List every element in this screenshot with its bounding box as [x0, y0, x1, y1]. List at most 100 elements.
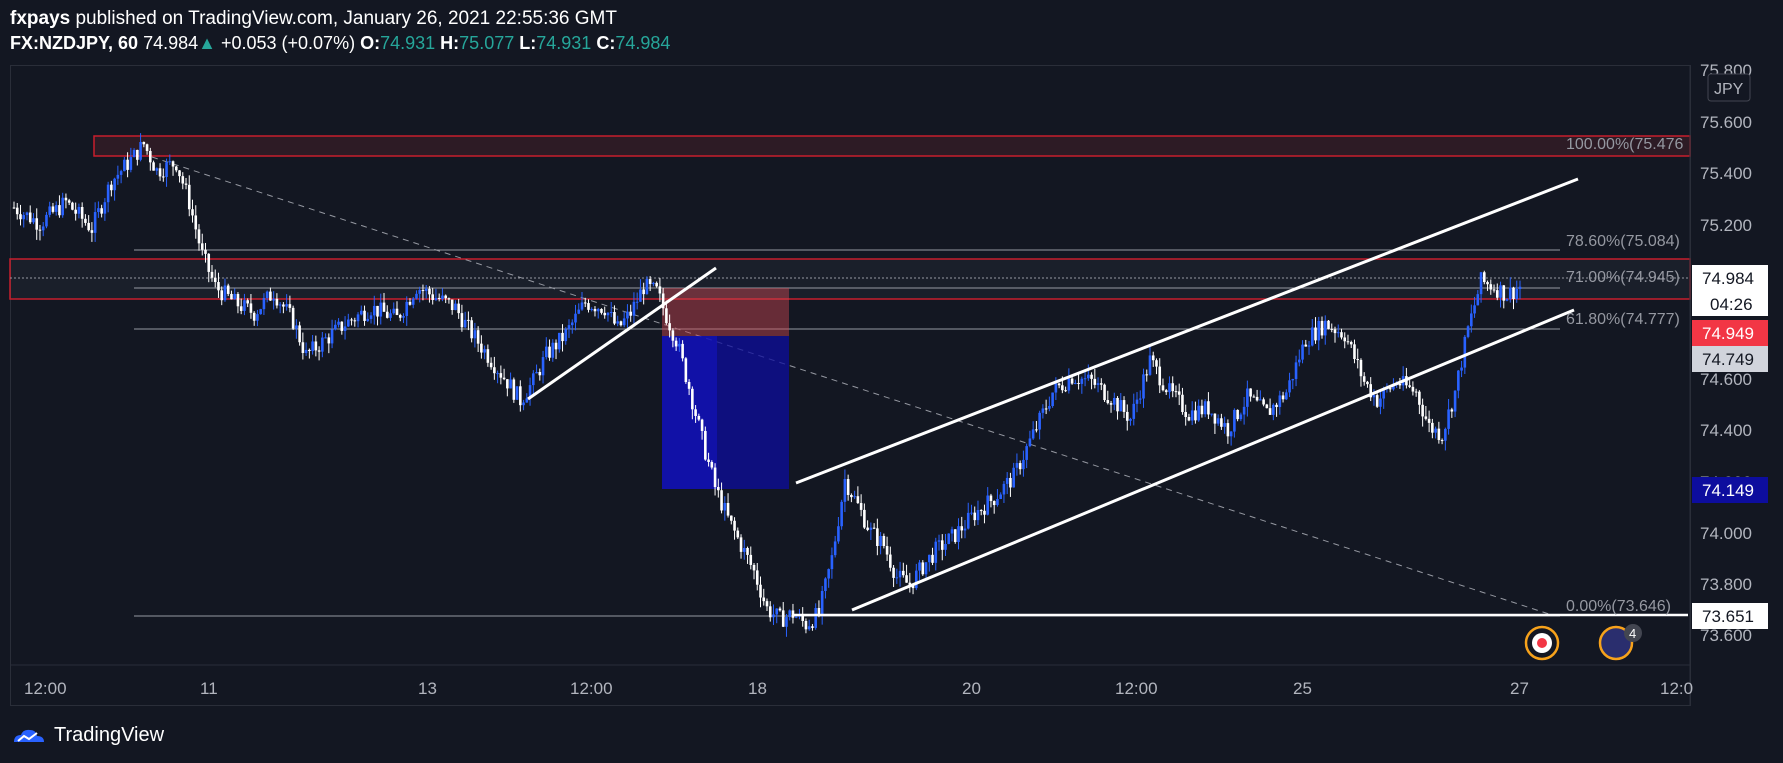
candle-body: [343, 326, 347, 331]
candle-body: [64, 197, 68, 201]
candle-body: [1336, 332, 1340, 334]
candle-body: [720, 490, 723, 511]
tradingview-logo[interactable]: TradingView: [10, 724, 164, 747]
supply-zone[interactable]: [93, 135, 1691, 157]
candle-body: [889, 554, 892, 568]
time-tick: 25: [1293, 679, 1312, 698]
stop-loss-zone[interactable]: [662, 288, 789, 336]
candle-body: [295, 325, 298, 329]
candle-body: [554, 342, 558, 350]
candle-body: [486, 349, 490, 363]
time-tick: 12:0: [1660, 679, 1693, 698]
candle-body: [51, 206, 55, 212]
candle-body: [801, 614, 805, 621]
drawing-layer: [9, 135, 1691, 617]
candle-body: [347, 319, 350, 327]
candle-body: [966, 512, 970, 529]
candle-body: [1031, 429, 1035, 439]
candle-body: [869, 527, 873, 530]
candle-body: [1343, 337, 1347, 342]
time-tick: 12:00: [1115, 679, 1158, 698]
currency-button[interactable]: [1707, 73, 1751, 102]
time-tick: 12:00: [570, 679, 613, 698]
candle-body: [687, 382, 691, 389]
candle-body: [876, 528, 879, 547]
candle-body: [1327, 320, 1330, 329]
red-price-badge: [1692, 320, 1768, 346]
candle-body: [694, 409, 697, 416]
candle-body: [1226, 423, 1230, 437]
candle-body: [587, 303, 590, 310]
candle-body: [418, 290, 422, 294]
candle-body: [704, 430, 707, 460]
candle-body: [772, 614, 775, 618]
candle-body: [1096, 383, 1100, 385]
candle-body: [356, 314, 360, 322]
fib-label-618: 61.80%(74.777): [1566, 311, 1680, 328]
candle-body: [525, 398, 529, 403]
candle-body: [729, 515, 733, 521]
candle-body: [1466, 326, 1470, 337]
candle-body: [1424, 416, 1428, 419]
candle-body: [739, 537, 743, 552]
news-event-icon[interactable]: [1598, 625, 1634, 661]
candle-body: [1366, 381, 1369, 385]
author-name[interactable]: fxpays: [10, 8, 71, 29]
candle-body: [1087, 374, 1090, 379]
candle-body: [204, 249, 207, 254]
candle-body: [532, 373, 535, 386]
channel-upper-line[interactable]: [795, 177, 1579, 485]
candle-body: [116, 174, 120, 179]
candle-body: [291, 307, 295, 329]
resistance-zone[interactable]: [9, 258, 1691, 300]
candle-body: [288, 304, 292, 308]
candle-body: [1116, 397, 1119, 412]
candle-body: [934, 541, 938, 563]
candle-body: [1495, 290, 1499, 298]
candle-body: [428, 288, 431, 295]
candle-body: [811, 626, 814, 628]
candle-body: [480, 343, 483, 353]
candle-body: [298, 325, 301, 343]
candle-body: [635, 301, 639, 303]
candle-body: [691, 388, 694, 410]
candle-body: [551, 342, 555, 358]
candle-body: [762, 597, 766, 602]
candle-body: [661, 293, 665, 309]
candle-body: [132, 149, 136, 158]
price-axis[interactable]: 75.800 75.600 75.400 75.200 74.600 74.40…: [1689, 61, 1768, 706]
brand-name: TradingView: [54, 724, 165, 746]
candle-body: [366, 318, 370, 321]
candle-body: [629, 311, 632, 316]
fib-trend-line[interactable]: [151, 156, 1556, 617]
candle-body: [733, 520, 736, 531]
time-axis[interactable]: 12:00 11 13 12:00 18 20 12:00 25 27 12:0: [10, 664, 1693, 698]
candle-body: [915, 570, 918, 589]
symbol-label[interactable]: FX:NZDJPY, 60: [10, 33, 139, 53]
candle-body: [317, 350, 321, 352]
candle-body: [652, 282, 655, 285]
candle-body: [963, 528, 967, 531]
candle-body: [717, 487, 720, 491]
time-tick: 12:00: [24, 679, 67, 698]
candle-body: [541, 357, 545, 376]
candle-body: [863, 509, 866, 528]
candle-body: [921, 562, 925, 575]
candle-body: [684, 358, 688, 383]
candle-body: [441, 295, 444, 300]
candle-body: [424, 288, 428, 291]
candle-body: [947, 533, 951, 544]
channel-lower-line[interactable]: [851, 308, 1575, 612]
candle-body: [639, 289, 642, 302]
event-icons[interactable]: 4: [1524, 624, 1642, 661]
rising-trendline-left[interactable]: [527, 266, 717, 401]
candle-body: [671, 330, 675, 341]
candle-body: [1168, 383, 1171, 393]
candle-body: [882, 535, 886, 547]
candle-body: [71, 202, 74, 210]
price-tick: 73.800: [1700, 575, 1752, 594]
candle-body: [1067, 378, 1071, 391]
candle-body: [1106, 400, 1110, 404]
candle-body: [32, 218, 35, 223]
